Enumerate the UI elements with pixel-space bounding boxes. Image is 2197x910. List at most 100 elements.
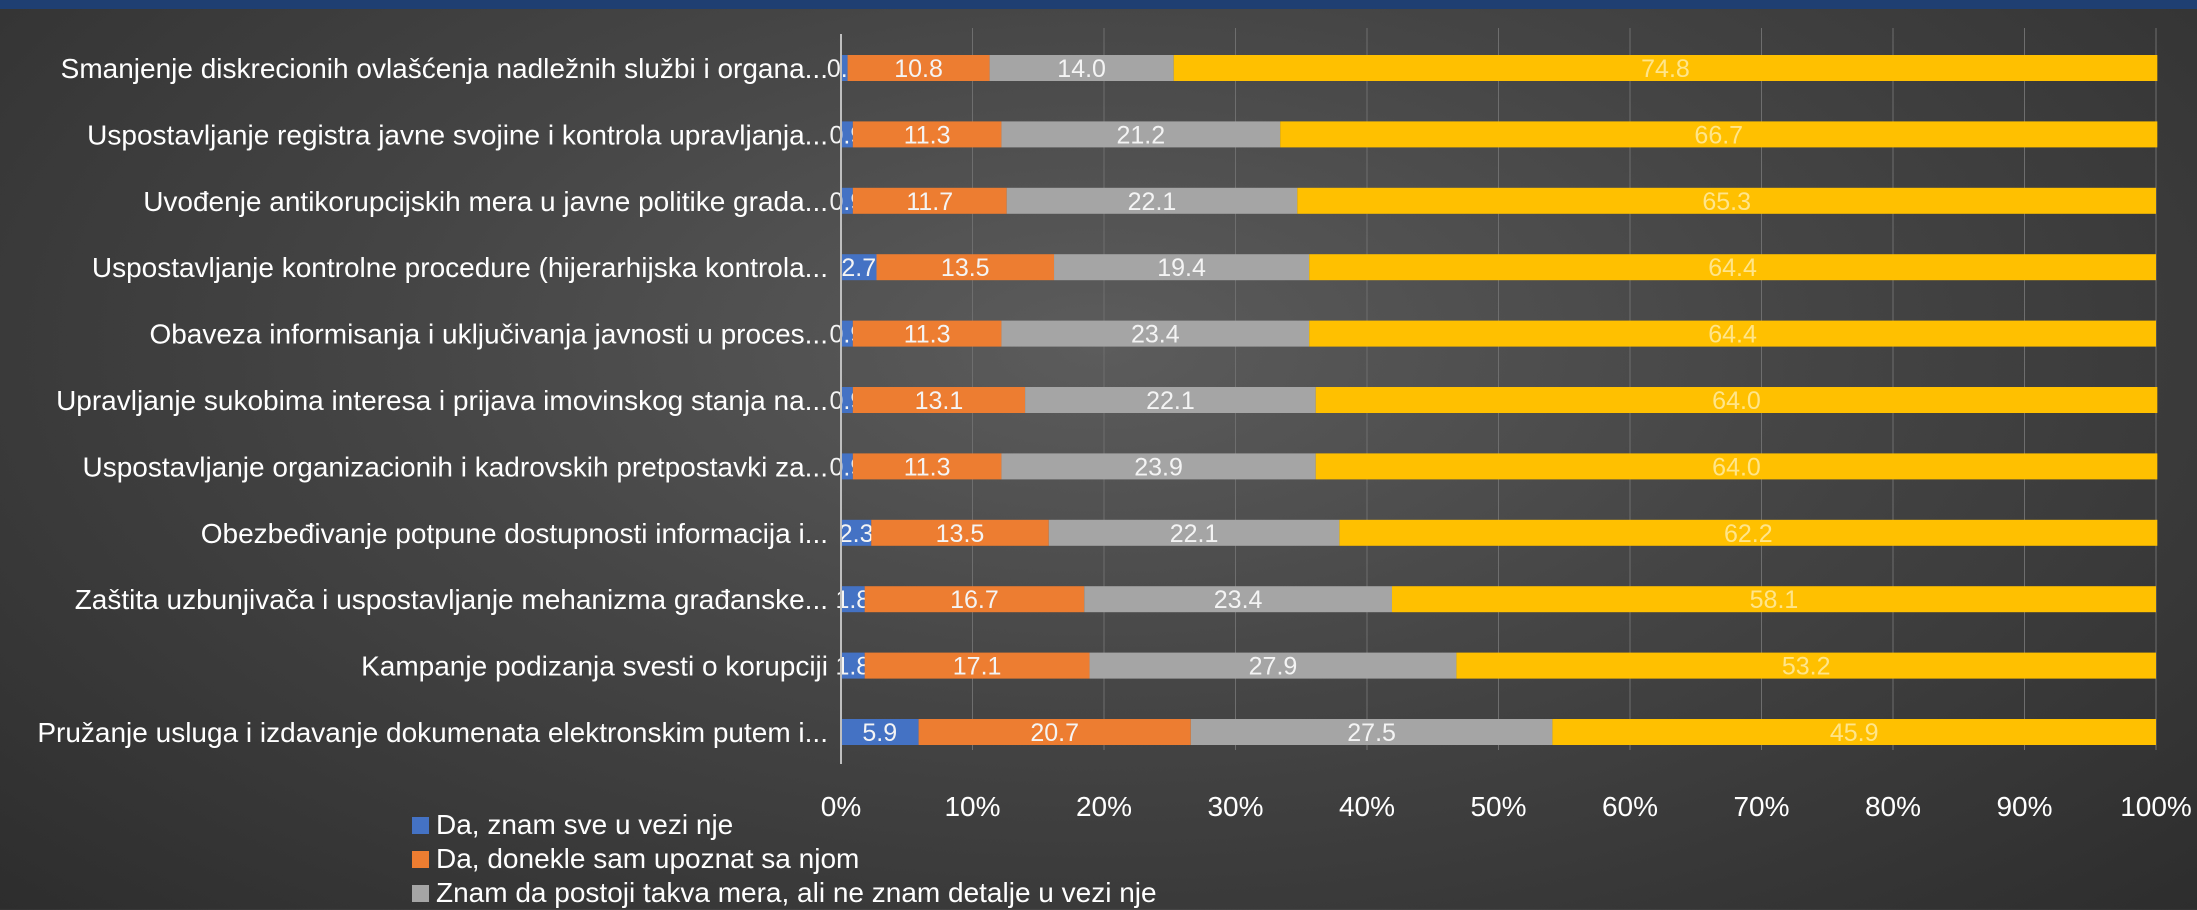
category-label: Upravljanje sukobima interesa i prijava … <box>56 385 828 416</box>
x-tick-label: 80% <box>1865 791 1921 822</box>
data-label: 45.9 <box>1830 719 1879 747</box>
legend-swatch-1 <box>412 816 429 834</box>
bar-segment <box>841 254 877 281</box>
data-label: 19.4 <box>1157 254 1206 282</box>
category-label: Zaštita uzbunjivača i uspostavljanje meh… <box>75 584 828 615</box>
legend-label-1: Da, znam sve u vezi nje <box>436 809 734 840</box>
data-label: 20.7 <box>1030 719 1079 747</box>
bar-segment <box>1309 254 2156 281</box>
data-label: 62.2 <box>1724 520 1773 548</box>
legend-label-3: Znam da postoji takva mera, ali ne znam … <box>436 877 1157 908</box>
data-label: 5.9 <box>862 719 897 747</box>
bar-segment <box>841 652 865 679</box>
x-tick-label: 70% <box>1733 791 1789 822</box>
category-labels: Smanjenje diskrecionih ovlašćenja nadlež… <box>37 53 828 748</box>
category-label: Smanjenje diskrecionih ovlašćenja nadlež… <box>61 53 828 84</box>
bar-segment <box>1025 387 1316 413</box>
data-label: 27.9 <box>1249 653 1298 681</box>
bar-segment <box>841 453 853 480</box>
bar-segment <box>841 121 853 148</box>
category-label: Pružanje usluga i izdavanje dokumenata e… <box>37 717 828 748</box>
legend-item-3: Znam da postoji takva mera, ali ne znam … <box>412 876 1157 910</box>
data-label: 53.2 <box>1782 653 1831 681</box>
data-label: 13.1 <box>915 387 964 415</box>
data-label: 66.7 <box>1694 121 1743 149</box>
bar-segment <box>852 320 1002 347</box>
bars: 0.5 10.8 14.0 74.80.9 11.3 21.2 66.70.9 11.7 22.… <box>827 55 2158 747</box>
category-label: Obaveza informisanja i uključivanja javn… <box>149 319 828 350</box>
category-label: Uspostavljanje registra javne svojine i … <box>87 119 828 150</box>
category-label: Uvođenje antikorupcijskih mera u javne p… <box>143 186 828 217</box>
bar-segment <box>1089 652 1457 679</box>
bar-segment <box>841 187 853 214</box>
x-tick-label: 60% <box>1602 791 1658 822</box>
bar-segment <box>1391 586 2156 613</box>
legend-swatch-2 <box>412 850 429 868</box>
bar-segment <box>864 586 1085 613</box>
bar-segment <box>841 320 853 347</box>
data-label: 22.1 <box>1146 387 1195 415</box>
data-label: 11.3 <box>904 453 951 481</box>
category-label: Obezbeđivanje potpune dostupnosti inform… <box>201 518 828 549</box>
data-label: 64.0 <box>1712 387 1761 415</box>
data-label: 22.1 <box>1128 188 1177 216</box>
bar-segment <box>852 453 1002 480</box>
bar-segment <box>1084 586 1392 613</box>
data-label: 21.2 <box>1116 121 1165 149</box>
data-label: 14.0 <box>1057 55 1106 83</box>
legend-label-2: Da, donekle sam upoznat sa njom <box>436 843 860 874</box>
data-label: 64.4 <box>1708 254 1757 282</box>
bar-segment <box>876 254 1055 281</box>
data-label: 13.5 <box>936 520 985 548</box>
bar-segment <box>918 719 1191 745</box>
bar-segment <box>1280 121 2158 148</box>
bar-segment <box>1315 453 2158 480</box>
data-label: 64.4 <box>1708 321 1757 349</box>
bar-segment <box>989 55 1174 81</box>
data-label: 65.3 <box>1702 188 1751 216</box>
bar-segment <box>1001 453 1316 480</box>
bar-segment <box>852 187 1007 214</box>
data-label: 58.1 <box>1750 586 1799 614</box>
bar-segment <box>1309 320 2156 347</box>
x-tick-label: 40% <box>1339 791 1395 822</box>
legend: Da, znam sve u vezi nje Da, donekle sam … <box>412 808 1157 910</box>
bar-segment <box>1006 187 1298 214</box>
bar-segment <box>841 55 848 81</box>
x-tick-label: 90% <box>1996 791 2052 822</box>
data-label: 2.3 <box>839 520 874 548</box>
category-label: Kampanje podizanja svesti o korupciji <box>361 651 828 682</box>
data-label: 11.3 <box>904 121 951 149</box>
data-label: 64.0 <box>1712 453 1761 481</box>
data-label: 11.3 <box>904 321 951 349</box>
bar-segment <box>852 387 1026 413</box>
bar-segment <box>1054 254 1310 281</box>
bar-segment <box>871 519 1049 546</box>
data-label: 23.9 <box>1134 453 1183 481</box>
data-label: 11.7 <box>906 188 953 216</box>
top-band <box>0 0 2197 9</box>
bar-segment <box>1339 519 2158 546</box>
category-label: Uspostavljanje organizacionih i kadrovsk… <box>83 451 829 482</box>
legend-item-1: Da, znam sve u vezi nje <box>412 808 1157 842</box>
data-label: 23.4 <box>1131 321 1180 349</box>
x-tick-label: 20% <box>1076 791 1132 822</box>
data-label: 10.8 <box>894 55 943 83</box>
x-tick-label: 10% <box>944 791 1000 822</box>
bar-segment <box>1456 652 2156 679</box>
data-label: 13.5 <box>941 254 990 282</box>
bar-segment <box>1552 719 2156 745</box>
bar-segment <box>1173 55 2158 81</box>
data-label: 2.7 <box>841 254 876 282</box>
bar-segment <box>864 652 1090 679</box>
bar-segment <box>841 519 872 546</box>
bar-segment <box>1001 121 1281 148</box>
data-label: 22.1 <box>1170 520 1219 548</box>
x-tick-label: 50% <box>1470 791 1526 822</box>
data-label: 74.8 <box>1641 55 1690 83</box>
bar-segment <box>1048 519 1340 546</box>
legend-item-2: Da, donekle sam upoznat sa njom <box>412 842 1157 876</box>
data-label: 16.7 <box>950 586 999 614</box>
bar-segment <box>1297 187 2156 214</box>
